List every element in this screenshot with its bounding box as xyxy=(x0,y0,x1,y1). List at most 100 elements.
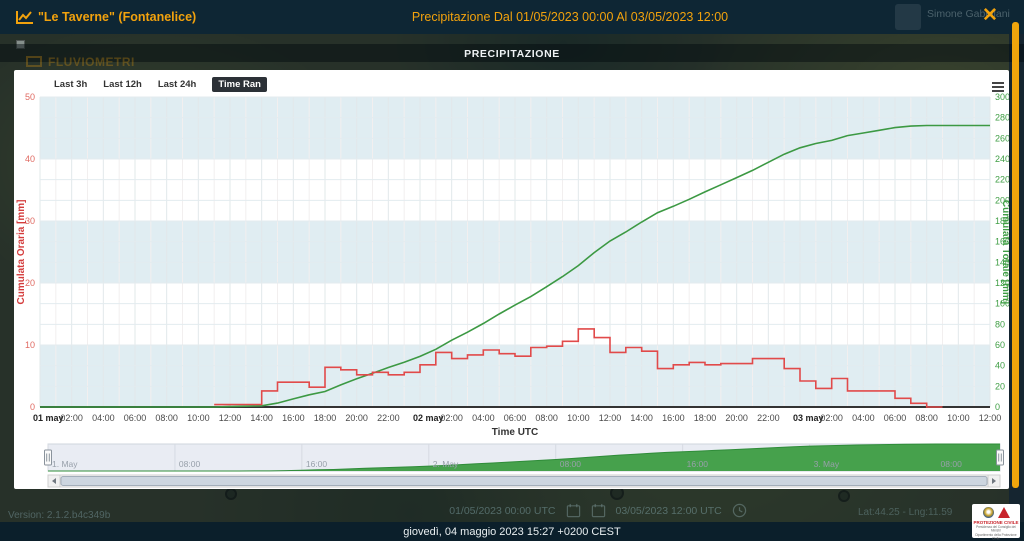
svg-text:0: 0 xyxy=(995,402,1000,412)
svg-text:06:00: 06:00 xyxy=(884,413,907,423)
svg-text:01 may: 01 may xyxy=(33,413,64,423)
gridlines xyxy=(39,96,991,407)
svg-text:100: 100 xyxy=(995,299,1009,309)
chart-panel: Last 3h Last 12h Last 24h Time Ran 0 10 20… xyxy=(14,70,1009,489)
svg-text:10: 10 xyxy=(25,340,35,350)
navigator-tick-label: 3. May xyxy=(814,459,840,469)
range-button-time-range[interactable]: Time Ran xyxy=(212,77,267,92)
svg-text:40: 40 xyxy=(995,361,1005,371)
vertical-scrollbar[interactable] xyxy=(1012,22,1019,488)
chart-scrollbar[interactable] xyxy=(47,474,1001,488)
svg-text:04:00: 04:00 xyxy=(92,413,115,423)
svg-text:10:00: 10:00 xyxy=(567,413,590,423)
to-date-label: 03/05/2023 12:00 UTC xyxy=(615,504,722,517)
logo-subtitle-2: Dipartimento della Protezione Civile xyxy=(975,533,1017,541)
svg-text:14:00: 14:00 xyxy=(250,413,273,423)
svg-text:04:00: 04:00 xyxy=(472,413,495,423)
protezione-civile-logo: PROTEZIONE CIVILE Presidenza del Consigl… xyxy=(972,504,1020,541)
right-axis-title: Cumulata Totale [mm] xyxy=(1000,200,1009,304)
coordinates-label: Lat:44.25 - Lng:11.59 xyxy=(858,507,953,518)
svg-text:80: 80 xyxy=(995,319,1005,329)
svg-text:02:00: 02:00 xyxy=(440,413,463,423)
svg-text:260: 260 xyxy=(995,133,1009,143)
user-name: Simone Gabellani xyxy=(927,8,1010,20)
svg-text:200: 200 xyxy=(995,195,1009,205)
precipitation-chart: 0 10 20 30 40 50 0 20 40 60 80 100 120 140 160 180 200 22… xyxy=(16,92,1009,488)
svg-text:20:00: 20:00 xyxy=(345,413,368,423)
from-date-label: 01/05/2023 00:00 UTC xyxy=(449,504,556,517)
chart-line-icon xyxy=(16,11,33,24)
svg-text:140: 140 xyxy=(995,257,1009,267)
svg-text:40: 40 xyxy=(25,154,35,164)
scrollbar-thumb[interactable] xyxy=(60,476,988,486)
svg-text:06:00: 06:00 xyxy=(504,413,527,423)
navigator-line xyxy=(48,443,1000,472)
svg-text:08:00: 08:00 xyxy=(915,413,938,423)
navigator-tick-label: 16:00 xyxy=(306,459,328,469)
svg-text:14:00: 14:00 xyxy=(630,413,653,423)
protezione-civile-triangle-icon xyxy=(997,507,1010,518)
navigator-tick-label: 2. May xyxy=(433,459,459,469)
svg-text:02 may: 02 may xyxy=(413,413,444,423)
svg-text:10:00: 10:00 xyxy=(947,413,970,423)
range-button-last-3h[interactable]: Last 3h xyxy=(54,79,88,90)
navigator-tick-label: 08:00 xyxy=(941,459,963,469)
svg-text:02:00: 02:00 xyxy=(60,413,83,423)
fluviometri-label: FLUVIOMETRI xyxy=(48,55,135,69)
svg-text:22:00: 22:00 xyxy=(377,413,400,423)
hourly-series xyxy=(214,328,943,408)
chart-menu-icon[interactable] xyxy=(992,82,1004,94)
svg-text:50: 50 xyxy=(25,92,35,102)
svg-text:220: 220 xyxy=(995,175,1009,185)
svg-text:10:00: 10:00 xyxy=(187,413,210,423)
svg-text:04:00: 04:00 xyxy=(852,413,875,423)
svg-text:300: 300 xyxy=(995,92,1009,102)
status-bar: giovedì, 04 maggio 2023 15:27 +0200 CEST xyxy=(0,522,1024,541)
user-avatar[interactable] xyxy=(895,4,921,30)
svg-text:120: 120 xyxy=(995,278,1009,288)
svg-text:30: 30 xyxy=(25,216,35,226)
svg-text:20: 20 xyxy=(25,278,35,288)
navigator-area xyxy=(48,444,1000,471)
svg-text:60: 60 xyxy=(995,340,1005,350)
navigator-tick-label: 16:00 xyxy=(687,459,709,469)
italy-emblem-icon xyxy=(982,507,994,518)
clock-icon[interactable] xyxy=(732,503,747,518)
svg-text:20: 20 xyxy=(995,381,1005,391)
svg-text:20:00: 20:00 xyxy=(725,413,748,423)
navigator-handle-left[interactable] xyxy=(44,449,52,466)
svg-text:02:00: 02:00 xyxy=(820,413,843,423)
svg-text:18:00: 18:00 xyxy=(694,413,717,423)
svg-text:12:00: 12:00 xyxy=(979,413,1002,423)
svg-text:03 may: 03 may xyxy=(793,413,824,423)
page-title: Precipitazione Dal 01/05/2023 00:00 Al 0… xyxy=(411,10,729,24)
y-axis-ticks: 0 10 20 30 40 50 0 20 40 60 80 100 120 140 160 180 200 22… xyxy=(25,92,1009,412)
navigator-tick-label: 1. May xyxy=(52,459,78,469)
range-button-last-12h[interactable]: Last 12h xyxy=(103,79,142,90)
svg-text:16:00: 16:00 xyxy=(282,413,305,423)
svg-text:16:00: 16:00 xyxy=(662,413,685,423)
svg-text:18:00: 18:00 xyxy=(314,413,337,423)
map-control[interactable] xyxy=(16,40,25,49)
current-datetime: giovedì, 04 maggio 2023 15:27 +0200 CEST xyxy=(403,525,621,538)
svg-text:12:00: 12:00 xyxy=(599,413,622,423)
range-button-last-24h[interactable]: Last 24h xyxy=(157,79,197,90)
svg-text:22:00: 22:00 xyxy=(757,413,780,423)
calendar-icon-from[interactable] xyxy=(566,503,581,518)
calendar-icon-to[interactable] xyxy=(591,503,606,518)
navigator-handle-right[interactable] xyxy=(996,449,1004,466)
svg-text:180: 180 xyxy=(995,216,1009,226)
navigator[interactable]: 1. May 08:00 16:00 2. May 08:00 16:00 3. May 08… xyxy=(44,443,1004,472)
section-header: PRECIPITAZIONE xyxy=(0,44,1024,62)
date-range-controls: 01/05/2023 00:00 UTC 03/05/2023 12:00 UT… xyxy=(0,503,1024,518)
title-bar: "Le Taverne" (Fontanelice) Precipitazion… xyxy=(0,0,1024,34)
svg-text:0: 0 xyxy=(30,402,35,412)
fluviometri-icon xyxy=(26,56,42,67)
station-name: "Le Taverne" (Fontanelice) xyxy=(38,10,197,24)
svg-text:06:00: 06:00 xyxy=(124,413,147,423)
close-button[interactable]: ✕ xyxy=(982,5,998,26)
svg-text:08:00: 08:00 xyxy=(535,413,558,423)
logo-title: PROTEZIONE CIVILE xyxy=(973,520,1019,525)
